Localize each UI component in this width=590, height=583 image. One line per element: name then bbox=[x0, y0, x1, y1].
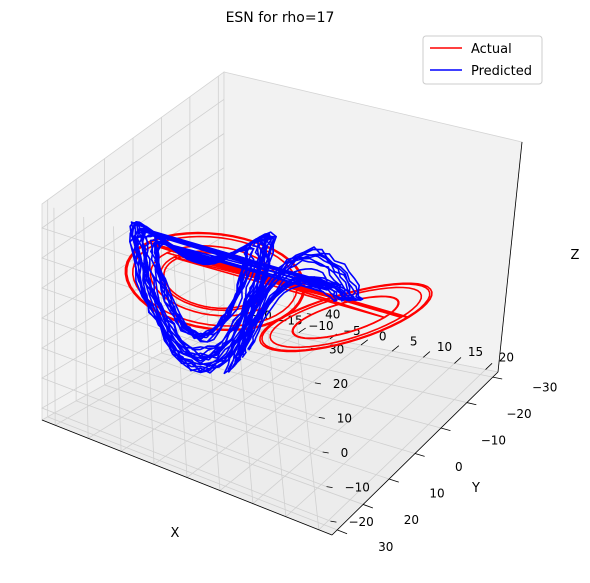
z-tick bbox=[314, 382, 321, 385]
z-grid-line bbox=[41, 269, 327, 487]
x-tick-label: 0 bbox=[379, 329, 387, 343]
y-tick bbox=[466, 402, 477, 406]
z-axis-line bbox=[497, 141, 523, 373]
chart-title: ESN for rho=17 bbox=[226, 10, 335, 26]
z-tick bbox=[330, 520, 337, 523]
legend: Actual Predicted bbox=[422, 35, 543, 85]
y-grid-line bbox=[189, 96, 467, 403]
series-predicted bbox=[129, 221, 364, 375]
z-grid-line bbox=[41, 99, 308, 315]
z-tick-label: −10 bbox=[345, 481, 370, 495]
y-tick bbox=[492, 376, 503, 380]
x-tick-label: 20 bbox=[499, 351, 514, 365]
z-tick bbox=[326, 486, 333, 488]
x-tick-label: 5 bbox=[410, 335, 418, 349]
y-grid-line bbox=[161, 117, 442, 429]
y-grid-line bbox=[75, 179, 364, 505]
z-tick-label: 0 bbox=[341, 446, 349, 460]
x-tick-label: −10 bbox=[308, 319, 333, 333]
x-tick bbox=[391, 345, 400, 352]
y-grid-line bbox=[47, 199, 338, 531]
x-tick bbox=[423, 351, 431, 358]
x-axis-line bbox=[41, 419, 333, 536]
x-tick bbox=[454, 357, 462, 364]
series-line bbox=[129, 221, 364, 375]
x-tick bbox=[485, 362, 493, 370]
z-tick bbox=[322, 451, 329, 454]
y-tick-label: −10 bbox=[481, 434, 506, 448]
y-tick-label: −30 bbox=[532, 380, 557, 394]
series-line bbox=[124, 231, 433, 353]
y-tick bbox=[337, 529, 348, 535]
series-actual bbox=[124, 231, 433, 353]
x-tick-label: 10 bbox=[437, 340, 452, 354]
y-grid-line bbox=[217, 76, 493, 378]
z-tick bbox=[318, 417, 325, 419]
y-axis-label: Y bbox=[471, 481, 480, 496]
legend-label-actual: Actual bbox=[471, 42, 512, 57]
y-tick-label: 0 bbox=[455, 460, 463, 474]
z-tick-label: 40 bbox=[325, 308, 340, 322]
y-tick-label: 10 bbox=[429, 487, 444, 501]
x-tick-label: −15 bbox=[277, 314, 302, 328]
x-axis-label: X bbox=[171, 526, 180, 541]
x-tick bbox=[298, 327, 306, 334]
z-tick-label: 10 bbox=[337, 411, 352, 425]
y-tick bbox=[362, 504, 374, 509]
y-grid-line bbox=[132, 138, 416, 454]
x-tick-label: 15 bbox=[468, 345, 483, 359]
y-tick-label: −20 bbox=[506, 407, 531, 421]
y-tick-label: 20 bbox=[404, 513, 419, 527]
y-axis-line bbox=[331, 371, 499, 536]
legend-label-predicted: Predicted bbox=[471, 64, 532, 79]
y-tick bbox=[414, 453, 425, 457]
y-grid-line bbox=[104, 158, 390, 480]
z-tick-label: −20 bbox=[348, 515, 373, 529]
axes: −20 −15 −10 −5 0 5 10 15 20−30−20−100102030−20−1… bbox=[41, 141, 557, 554]
y-tick-label: 30 bbox=[378, 540, 393, 554]
z-axis-label: Z bbox=[571, 248, 580, 263]
z-tick-label: 20 bbox=[333, 377, 348, 391]
y-tick bbox=[440, 427, 451, 431]
x-tick bbox=[360, 339, 369, 346]
y-tick bbox=[388, 478, 399, 483]
